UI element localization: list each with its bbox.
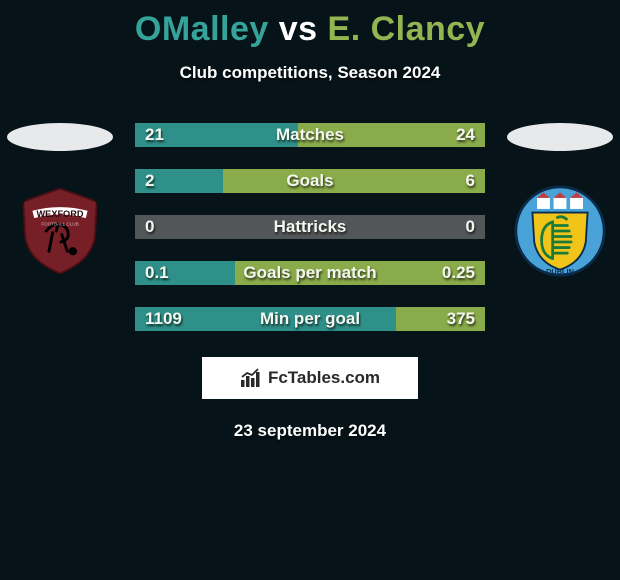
stat-bar: Goals 2 6 (135, 169, 485, 193)
stat-bars: Matches 21 24 Goals 2 6 Hattricks 0 0 Goals per m… (135, 123, 485, 331)
stat-bar: Goals per match 0.1 0.25 (135, 261, 485, 285)
page-title: OMalley vs E. Clancy (0, 0, 620, 49)
stat-value-left: 21 (145, 125, 164, 145)
title-player1: OMalley (135, 10, 269, 48)
svg-text:DUBLIN: DUBLIN (546, 267, 574, 276)
subtitle: Club competitions, Season 2024 (0, 63, 620, 83)
player-left-silhouette (7, 123, 113, 151)
stat-label: Goals (286, 171, 333, 191)
player-right-crest: DUBLIN (514, 185, 606, 277)
stat-value-right: 6 (466, 171, 475, 191)
branding-badge: FcTables.com (202, 357, 418, 399)
branding-text: FcTables.com (268, 368, 380, 388)
title-vs: vs (279, 10, 318, 48)
svg-text:WEXFORD: WEXFORD (37, 209, 84, 219)
date-text: 23 september 2024 (0, 421, 620, 441)
stat-value-left: 0.1 (145, 263, 169, 283)
stat-bar: Min per goal 1109 375 (135, 307, 485, 331)
stat-value-left: 0 (145, 217, 154, 237)
player-left-crest: WEXFORD FOOTBALL CLUB (14, 185, 106, 277)
bar-chart-icon (240, 368, 262, 388)
player-right-silhouette (507, 123, 613, 151)
stat-label: Hattricks (274, 217, 347, 237)
wexford-crest-icon: WEXFORD FOOTBALL CLUB (14, 185, 106, 277)
stat-value-left: 1109 (145, 309, 182, 329)
stat-value-right: 0.25 (442, 263, 475, 283)
svg-text:FOOTBALL CLUB: FOOTBALL CLUB (41, 221, 78, 226)
stat-value-right: 24 (456, 125, 475, 145)
stat-value-right: 375 (447, 309, 475, 329)
stat-label: Goals per match (243, 263, 376, 283)
player-right-column: DUBLIN (500, 123, 620, 277)
stat-label: Min per goal (260, 309, 360, 329)
stat-value-right: 0 (466, 217, 475, 237)
title-player2: E. Clancy (328, 10, 486, 48)
ucd-crest-icon: DUBLIN (514, 185, 606, 277)
stat-bar: Matches 21 24 (135, 123, 485, 147)
comparison-stage: WEXFORD FOOTBALL CLUB DUBLIN (0, 123, 620, 331)
stat-value-left: 2 (145, 171, 154, 191)
stat-bar: Hattricks 0 0 (135, 215, 485, 239)
player-left-column: WEXFORD FOOTBALL CLUB (0, 123, 120, 277)
stat-label: Matches (276, 125, 344, 145)
